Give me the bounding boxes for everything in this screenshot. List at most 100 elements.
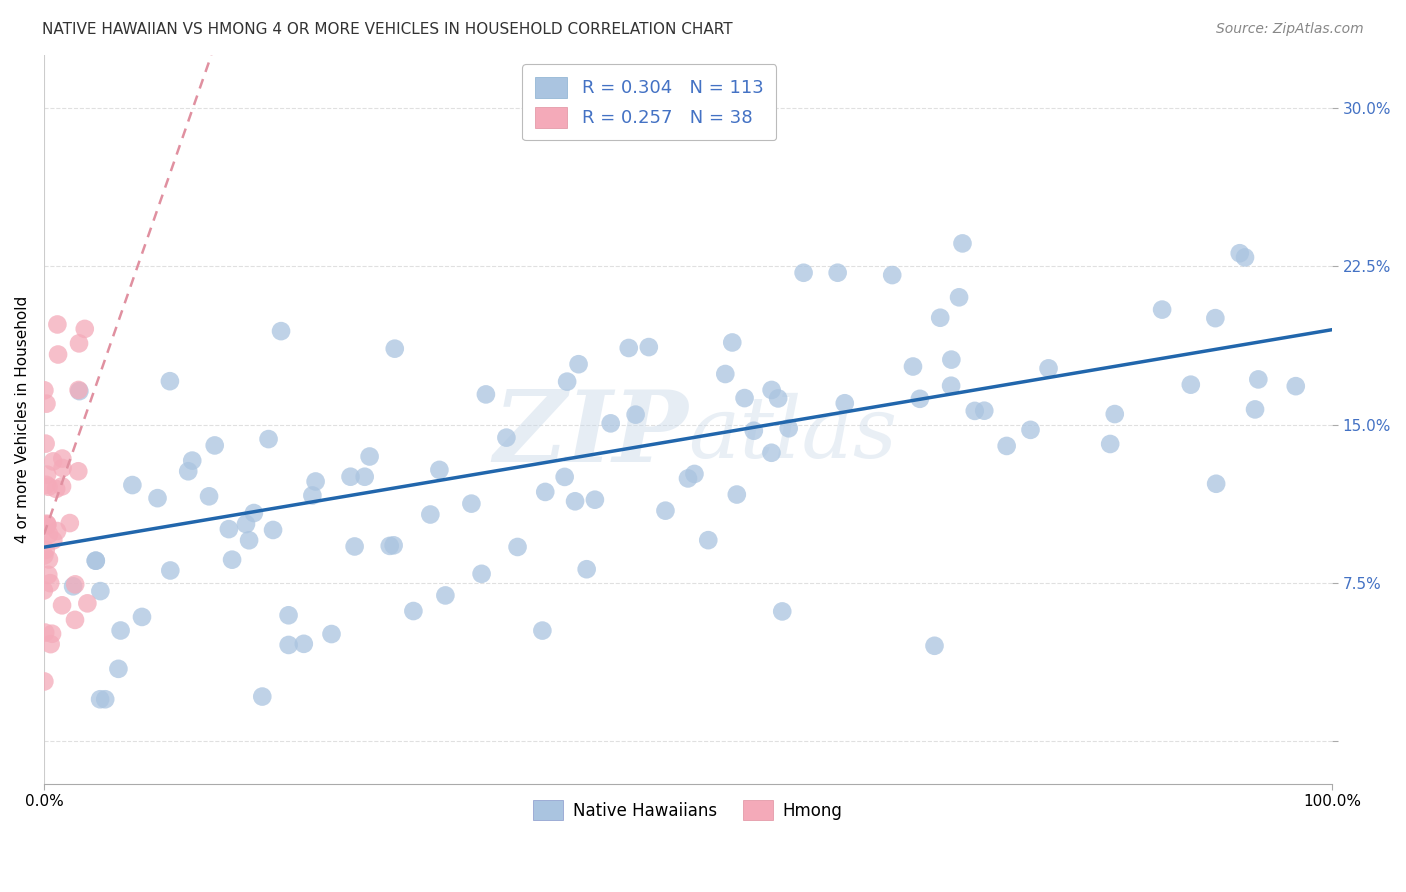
Native Hawaiians — [181, 453, 204, 467]
Native Hawaiians — [575, 562, 598, 576]
Native Hawaiians — [583, 492, 606, 507]
Hmong — [35, 516, 58, 531]
Native Hawaiians — [939, 378, 962, 392]
Hmong — [34, 384, 56, 398]
Native Hawaiians — [94, 692, 117, 706]
Hmong — [34, 674, 56, 689]
Native Hawaiians — [89, 584, 111, 599]
Hmong — [52, 461, 75, 475]
Native Hawaiians — [534, 484, 557, 499]
Native Hawaiians — [146, 491, 169, 505]
Hmong — [42, 533, 65, 548]
Text: ZIP: ZIP — [494, 385, 688, 483]
Native Hawaiians — [159, 564, 181, 578]
Native Hawaiians — [827, 266, 849, 280]
Native Hawaiians — [1205, 476, 1227, 491]
Native Hawaiians — [568, 357, 591, 371]
Native Hawaiians — [1204, 311, 1226, 326]
Native Hawaiians — [339, 469, 361, 483]
Native Hawaiians — [89, 692, 111, 706]
Hmong — [63, 577, 86, 591]
Native Hawaiians — [1104, 407, 1126, 421]
Hmong — [46, 347, 69, 361]
Hmong — [45, 482, 67, 496]
Hmong — [39, 576, 62, 591]
Native Hawaiians — [277, 638, 299, 652]
Hmong — [46, 318, 69, 332]
Text: atlas: atlas — [688, 392, 897, 475]
Native Hawaiians — [952, 236, 974, 251]
Text: NATIVE HAWAIIAN VS HMONG 4 OR MORE VEHICLES IN HOUSEHOLD CORRELATION CHART: NATIVE HAWAIIAN VS HMONG 4 OR MORE VEHIC… — [42, 22, 733, 37]
Hmong — [67, 383, 90, 397]
Native Hawaiians — [262, 523, 284, 537]
Hmong — [39, 637, 62, 651]
Hmong — [51, 451, 73, 466]
Native Hawaiians — [654, 503, 676, 517]
Native Hawaiians — [277, 608, 299, 623]
Native Hawaiians — [1180, 377, 1202, 392]
Hmong — [34, 549, 56, 563]
Native Hawaiians — [429, 463, 451, 477]
Native Hawaiians — [218, 522, 240, 536]
Hmong — [63, 613, 86, 627]
Native Hawaiians — [243, 506, 266, 520]
Native Hawaiians — [252, 690, 274, 704]
Native Hawaiians — [742, 424, 765, 438]
Native Hawaiians — [384, 342, 406, 356]
Hmong — [34, 436, 56, 450]
Native Hawaiians — [793, 266, 815, 280]
Native Hawaiians — [1099, 437, 1122, 451]
Native Hawaiians — [121, 478, 143, 492]
Y-axis label: 4 or more Vehicles in Household: 4 or more Vehicles in Household — [15, 296, 30, 543]
Native Hawaiians — [882, 268, 904, 282]
Native Hawaiians — [554, 470, 576, 484]
Hmong — [38, 480, 60, 494]
Native Hawaiians — [734, 391, 756, 405]
Native Hawaiians — [471, 566, 494, 581]
Native Hawaiians — [110, 624, 132, 638]
Native Hawaiians — [1247, 372, 1270, 386]
Native Hawaiians — [84, 554, 107, 568]
Native Hawaiians — [235, 517, 257, 532]
Native Hawaiians — [770, 604, 793, 618]
Native Hawaiians — [495, 431, 517, 445]
Native Hawaiians — [683, 467, 706, 481]
Native Hawaiians — [941, 352, 963, 367]
Native Hawaiians — [676, 471, 699, 485]
Native Hawaiians — [204, 438, 226, 452]
Native Hawaiians — [62, 579, 84, 593]
Native Hawaiians — [359, 450, 381, 464]
Hmong — [38, 527, 60, 541]
Native Hawaiians — [1244, 402, 1267, 417]
Native Hawaiians — [378, 539, 401, 553]
Native Hawaiians — [198, 489, 221, 503]
Native Hawaiians — [929, 310, 952, 325]
Hmong — [37, 467, 59, 482]
Native Hawaiians — [270, 324, 292, 338]
Hmong — [37, 518, 59, 533]
Hmong — [59, 516, 82, 530]
Native Hawaiians — [475, 387, 498, 401]
Native Hawaiians — [353, 469, 375, 483]
Native Hawaiians — [908, 392, 931, 406]
Native Hawaiians — [564, 494, 586, 508]
Native Hawaiians — [84, 554, 107, 568]
Native Hawaiians — [292, 637, 315, 651]
Legend: Native Hawaiians, Hmong: Native Hawaiians, Hmong — [527, 794, 849, 826]
Native Hawaiians — [304, 475, 326, 489]
Native Hawaiians — [1038, 361, 1060, 376]
Native Hawaiians — [1229, 246, 1251, 260]
Native Hawaiians — [321, 627, 343, 641]
Hmong — [42, 454, 65, 468]
Native Hawaiians — [506, 540, 529, 554]
Native Hawaiians — [1019, 423, 1042, 437]
Hmong — [46, 524, 69, 538]
Hmong — [37, 517, 59, 532]
Native Hawaiians — [624, 408, 647, 422]
Native Hawaiians — [434, 589, 457, 603]
Native Hawaiians — [725, 487, 748, 501]
Native Hawaiians — [382, 538, 405, 552]
Native Hawaiians — [131, 610, 153, 624]
Native Hawaiians — [963, 404, 986, 418]
Native Hawaiians — [531, 624, 554, 638]
